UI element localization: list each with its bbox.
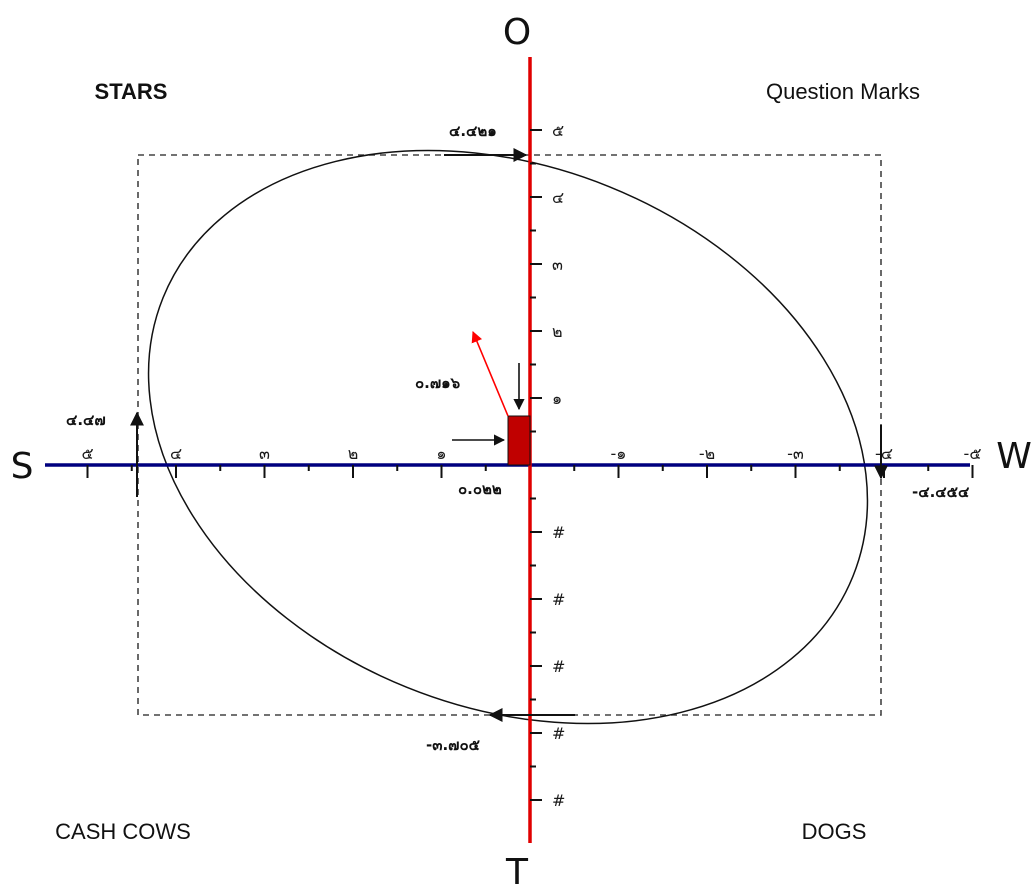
quadrant-cash-cows: CASH COWS — [55, 819, 191, 844]
y-tick-label: ๒ — [552, 322, 563, 341]
y-tick-label: # — [552, 523, 565, 542]
value-s-left: ๔.๔๗ — [66, 411, 106, 429]
y-tick-label: ๓ — [552, 255, 563, 274]
x-tick-label: -๒ — [699, 444, 715, 463]
x-axis-ticks: ๕ ๔ ๓ ๒ ๑ -๑ -๒ -๓ -๔ -๕ — [81, 444, 981, 478]
x-tick-label: ๒ — [348, 444, 359, 463]
axis-label-right: W — [996, 436, 1032, 477]
y-tick-label: # — [552, 724, 565, 743]
quadrant-stars: STARS — [95, 79, 168, 104]
axis-label-left: S — [11, 446, 34, 487]
y-tick-label: ๔ — [552, 188, 564, 207]
y-tick-label: ๑ — [552, 389, 562, 408]
y-tick-label: # — [552, 590, 565, 609]
y-tick-label: # — [552, 657, 565, 676]
direction-arrow — [471, 330, 509, 417]
y-tick-label: # — [552, 791, 565, 810]
value-vector-x: ๐.๐๒๒ — [458, 480, 502, 498]
quadrant-dogs: DOGS — [802, 819, 867, 844]
x-tick-label: -๓ — [787, 444, 804, 463]
x-tick-label: -๔ — [875, 444, 893, 463]
vector-box — [507, 415, 531, 466]
value-w-right: -๔.๔๕๔ — [912, 483, 970, 501]
x-tick-label: -๕ — [964, 444, 982, 463]
axis-label-bottom: T — [505, 852, 529, 891]
x-tick-label: ๓ — [259, 444, 270, 463]
quadrant-question-marks: Question Marks — [766, 79, 920, 104]
value-t-bottom: -๓.๗๐๕ — [426, 736, 481, 754]
axis-label-top: O — [503, 12, 531, 53]
x-tick-label: ๕ — [81, 444, 93, 463]
y-tick-label: ๕ — [552, 121, 564, 140]
value-vector-y: ๐.๗๑๖ — [415, 374, 461, 392]
x-tick-label: ๔ — [170, 444, 182, 463]
x-tick-label: -๑ — [611, 444, 627, 463]
strategy-ellipse — [147, 149, 869, 725]
x-tick-label: ๑ — [436, 444, 446, 463]
value-o-top: ๔.๔๒๑ — [449, 122, 497, 140]
